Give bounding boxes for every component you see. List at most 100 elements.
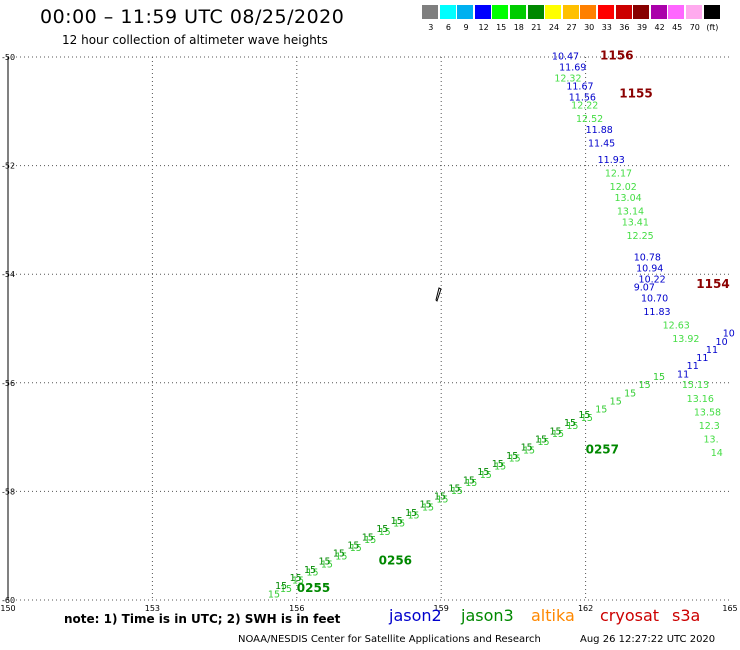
wave-height-label: 15: [420, 500, 432, 511]
y-tick-label: -60: [2, 596, 15, 605]
wave-height-label: 15: [335, 551, 347, 562]
y-tick-label: -54: [2, 270, 15, 279]
colorbar-label: 6: [445, 23, 451, 32]
legend-item-altika: altika: [531, 606, 575, 625]
wave-height-label: 13.: [704, 435, 719, 446]
colorbar-label: 9: [463, 23, 469, 32]
page-title: 00:00 – 11:59 UTC 08/25/2020: [40, 6, 345, 28]
x-tick-label: 159: [434, 604, 449, 613]
wave-height-label: 12.02: [610, 182, 637, 193]
wave-height-label: 10.78: [634, 253, 661, 264]
wave-height-label: 15: [477, 467, 489, 478]
wave-height-label: 13.16: [687, 394, 714, 405]
colorbar-label: 24: [548, 23, 560, 32]
legend-item-s3a: s3a: [672, 606, 701, 625]
wave-height-label: 15: [578, 410, 590, 421]
wave-height-label: 15: [280, 584, 292, 595]
colorbar-swatch: [686, 5, 702, 19]
wave-height-label: 11.45: [588, 139, 615, 150]
footer-note: note: 1) Time is in UTC; 2) SWH is in fe…: [64, 612, 341, 626]
wave-height-label: 15: [362, 532, 374, 543]
wave-height-label: 15: [405, 508, 417, 519]
y-tick-label: -50: [2, 53, 15, 62]
wave-height-label: 15: [581, 413, 593, 424]
wave-height-label: 15: [624, 388, 636, 399]
wave-height-label: 15: [448, 483, 460, 494]
wave-height-label: 10: [716, 337, 728, 348]
wave-height-label: 10: [723, 329, 735, 340]
wave-height-label: 12.32: [554, 73, 581, 84]
pass-time-label: 1155: [619, 87, 652, 101]
colorbar-swatch: [580, 5, 597, 19]
wave-height-label: 9.07: [634, 282, 655, 293]
page-subtitle: 12 hour collection of altimeter wave hei…: [62, 33, 328, 47]
wave-height-label: 15: [275, 581, 287, 592]
wave-height-label: 15: [321, 559, 333, 570]
wave-height-label: 15: [393, 519, 405, 530]
island-outline: [435, 287, 442, 302]
colorbar-label: 12: [478, 23, 489, 32]
wave-height-label: 15: [306, 568, 318, 579]
wave-height-label: 11.67: [566, 82, 593, 93]
colorbar-swatch: [474, 5, 491, 19]
wave-height-label: 15: [537, 437, 549, 448]
wave-height-label: 15: [290, 573, 302, 584]
colorbar-swatch: [703, 5, 720, 19]
y-tick-label: -52: [2, 162, 15, 171]
colorbar-swatch: [562, 5, 579, 19]
colorbar-swatch: [633, 5, 650, 19]
y-tick-label: -56: [2, 379, 15, 388]
wave-height-label: 12.17: [605, 168, 632, 179]
pass-time-label: 0255: [297, 581, 330, 595]
wave-height-label: 15: [639, 380, 651, 391]
colorbar-swatch: [510, 5, 526, 19]
colorbar-swatch: [457, 5, 474, 19]
colorbar-label: 45: [672, 23, 683, 32]
wave-height-label: 10.47: [552, 52, 579, 63]
wave-height-label: 10.70: [641, 293, 668, 304]
wave-height-label: 15: [523, 445, 535, 456]
wave-height-label: 15: [564, 418, 576, 429]
wave-height-label: 11: [677, 369, 689, 380]
wave-height-label: 13.92: [672, 334, 699, 345]
colorbar-swatch: [668, 5, 685, 19]
wave-height-label: 15: [610, 397, 622, 408]
colorbar-swatch: [422, 5, 438, 19]
wave-height-label: 15: [268, 589, 280, 600]
wave-height-label: 15: [463, 475, 475, 486]
wave-height-label: 15: [318, 557, 330, 568]
generated-timestamp: Aug 26 12:27:22 UTC 2020: [580, 634, 716, 645]
wave-height-label: 15: [434, 492, 446, 503]
wave-height-label: 12.3: [699, 421, 720, 432]
colorbar-label: 33: [601, 23, 612, 32]
wave-height-label: 15: [422, 502, 434, 513]
wave-height-label: 13.04: [614, 193, 641, 204]
colorbar-label: 27: [566, 23, 577, 32]
x-tick-label: 156: [289, 604, 304, 613]
wave-height-label: 11.56: [569, 92, 596, 103]
wave-height-label: 15: [566, 421, 578, 432]
wave-height-label: 10.94: [636, 263, 663, 274]
wave-height-label: 15: [492, 459, 504, 470]
colorbar-swatch: [545, 5, 562, 19]
wave-height-label: 13.58: [694, 407, 721, 418]
colorbar-label: 30: [584, 23, 595, 32]
colorbar-swatch: [650, 5, 667, 19]
wave-height-label: 15: [653, 372, 665, 383]
colorbar-swatch: [598, 5, 614, 19]
colorbar-swatch: [615, 5, 632, 19]
wave-height-label: 13.14: [617, 206, 644, 217]
wave-height-label: 15: [494, 462, 506, 473]
x-tick-label: 162: [578, 604, 593, 613]
wave-height-label: 15: [595, 405, 607, 416]
wave-height-label: 11.93: [598, 155, 625, 166]
wave-height-label: 11.88: [586, 125, 613, 136]
wave-height-label: 15: [480, 470, 492, 481]
wave-height-label: 15: [509, 454, 521, 465]
wave-height-label: 15: [350, 543, 362, 554]
wave-height-label: 15: [391, 516, 403, 527]
wave-height-label: 15: [465, 478, 477, 489]
wave-height-label: 15: [292, 576, 304, 587]
legend-item-cryosat: cryosat: [600, 606, 660, 625]
